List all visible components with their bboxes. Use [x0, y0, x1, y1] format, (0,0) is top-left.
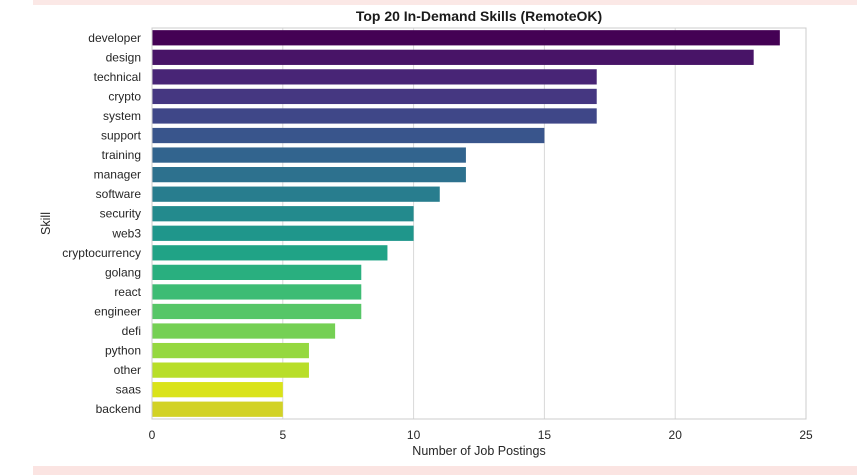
bar-crypto — [152, 88, 597, 105]
y-tick-label: manager — [94, 168, 141, 182]
y-tick-label: python — [105, 344, 141, 358]
bar-engineer — [152, 303, 362, 320]
y-tick-label: system — [103, 109, 141, 123]
bar-technical — [152, 69, 597, 85]
bar-react — [152, 284, 362, 300]
bar-system — [152, 108, 597, 124]
y-tick-label: backend — [96, 402, 141, 416]
bar-other — [152, 362, 309, 378]
top-edge-strip — [33, 0, 857, 5]
y-tick-label: cryptocurrency — [62, 246, 141, 260]
y-tick-labels: developer design technical crypto system supp… — [62, 31, 141, 416]
bar-cryptocurrency — [152, 245, 388, 261]
y-tick-label: other — [114, 363, 141, 377]
bar-saas — [152, 382, 283, 398]
plot-frame — [151, 27, 807, 420]
y-axis-title: Skill — [39, 212, 53, 235]
bar-manager — [152, 167, 466, 183]
x-tick-label: 0 — [149, 428, 156, 442]
x-tick-label: 5 — [279, 428, 286, 442]
y-tick-label: defi — [122, 324, 141, 338]
y-tick-label: web3 — [111, 226, 141, 240]
bottom-edge-strip — [33, 466, 857, 475]
x-tick-label: 15 — [538, 428, 552, 442]
bar-support — [152, 127, 545, 144]
x-axis-title: Number of Job Postings — [412, 444, 545, 458]
y-tick-label: training — [102, 148, 141, 162]
y-tick-label: technical — [94, 70, 141, 84]
y-tick-label: saas — [116, 383, 141, 397]
y-tick-label: engineer — [94, 304, 141, 318]
bar-defi — [152, 323, 336, 339]
y-tick-label: react — [114, 285, 141, 299]
x-tick-labels: 0 5 10 15 20 25 — [149, 428, 813, 442]
x-tick-label: 10 — [407, 428, 421, 442]
bars — [152, 30, 780, 417]
bar-software — [152, 186, 440, 202]
y-tick-label: crypto — [108, 89, 141, 103]
bar-web3 — [152, 225, 414, 241]
x-tick-label: 25 — [799, 428, 813, 442]
bar-training — [152, 147, 466, 163]
bar-security — [152, 206, 414, 222]
bar-python — [152, 342, 309, 359]
y-tick-label: golang — [105, 265, 141, 279]
y-tick-label: support — [101, 129, 142, 143]
y-tick-label: design — [106, 50, 141, 64]
bar-design — [152, 49, 754, 65]
bar-backend — [152, 401, 283, 417]
y-tick-label: developer — [88, 31, 141, 45]
bar-golang — [152, 264, 362, 280]
y-tick-label: security — [100, 207, 141, 221]
y-tick-label: software — [96, 187, 142, 201]
gridlines — [151, 28, 807, 419]
chart-title: Top 20 In-Demand Skills (RemoteOK) — [356, 8, 602, 24]
bar-developer — [152, 30, 780, 46]
x-tick-label: 20 — [669, 428, 683, 442]
